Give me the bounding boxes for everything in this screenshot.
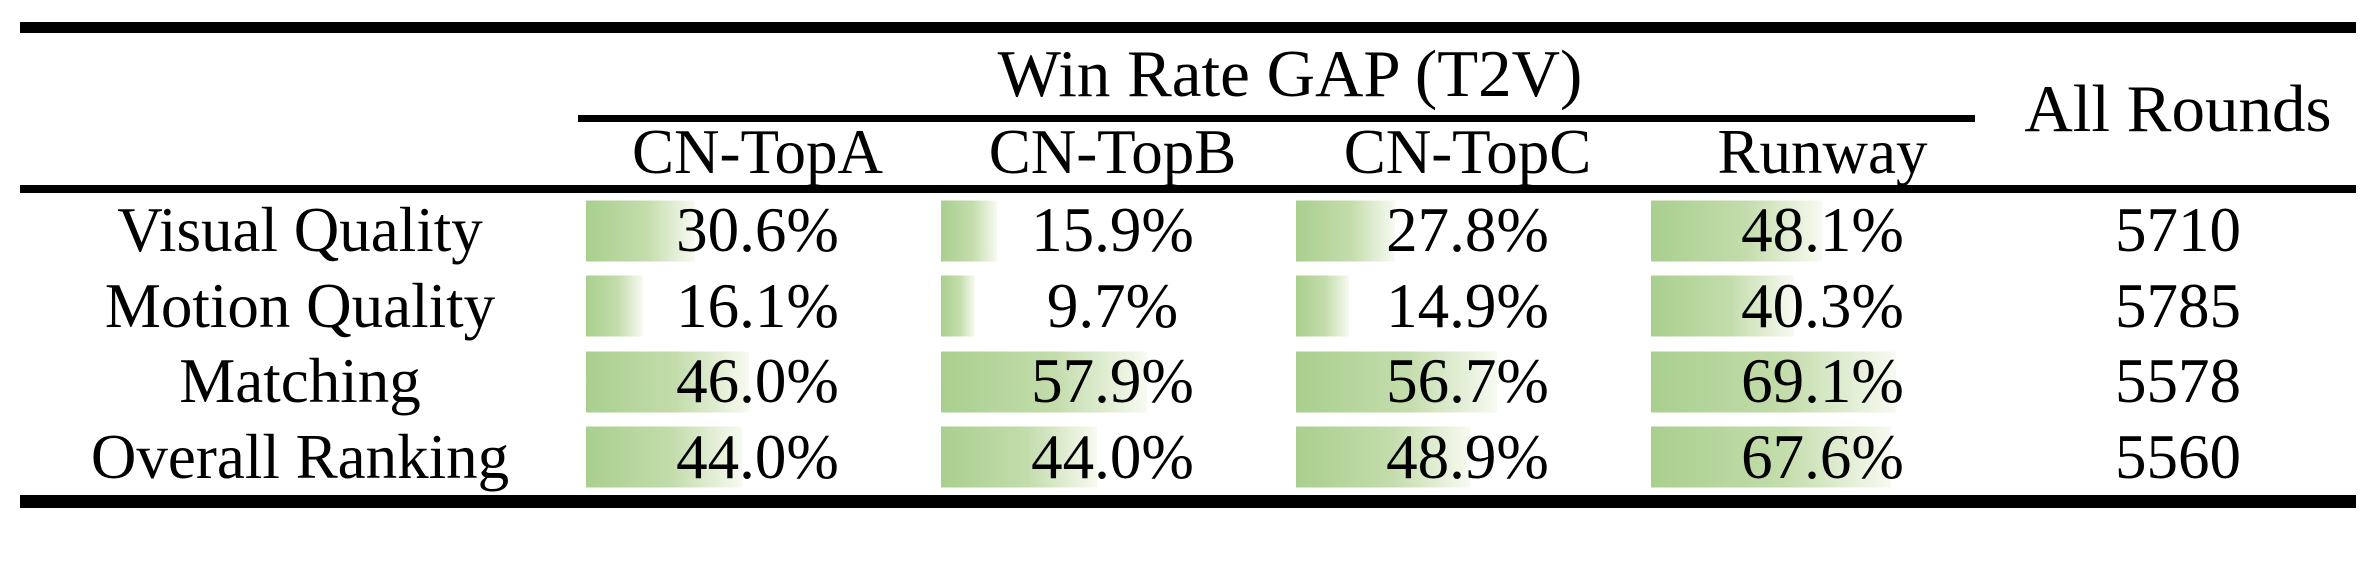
win-rate-bar <box>941 200 998 262</box>
win-rate-bar <box>1651 426 1891 488</box>
value-cell: 16.1% <box>580 269 935 345</box>
win-rate-value: 44.0% <box>1031 421 1194 492</box>
win-rate-bar <box>941 426 1098 488</box>
row-label: Motion Quality <box>104 270 496 341</box>
win-rate-value: 48.1% <box>1741 195 1904 266</box>
win-rate-bar <box>941 275 976 337</box>
win-rate-value: 15.9% <box>1031 195 1194 266</box>
value-cell: 56.7% <box>1290 344 1645 420</box>
win-rate-bar <box>586 426 743 488</box>
win-rate-value: 48.9% <box>1386 421 1549 492</box>
win-rate-value: 40.3% <box>1741 270 1904 341</box>
all-rounds-value: 5785 <box>2115 270 2241 341</box>
col-header-all-rounds: All Rounds <box>2024 71 2332 146</box>
row-label: Overall Ranking <box>90 421 510 492</box>
table-row-overall-ranking: Overall Ranking 44.0% 44.0% 48.9% 67.6% … <box>20 420 2356 496</box>
value-cell: 9.7% <box>935 269 1290 345</box>
value-cell: 40.3% <box>1645 269 2000 345</box>
row-label: Matching <box>179 346 421 417</box>
value-cell: 67.6% <box>1645 420 2000 496</box>
win-rate-bar <box>1296 351 1498 413</box>
col-header-cn-topb: CN-TopB <box>988 117 1237 187</box>
win-rate-bar <box>586 351 750 413</box>
win-rate-bar <box>586 200 695 262</box>
col-header-cn-topc: CN-TopC <box>1343 117 1592 187</box>
win-rate-bar <box>586 275 644 337</box>
win-rate-value: 57.9% <box>1031 346 1194 417</box>
value-cell: 14.9% <box>1290 269 1645 345</box>
header-bottom-rule <box>20 185 2356 193</box>
col-header-runway: Runway <box>1717 117 1928 187</box>
group-header-win-rate-gap: Win Rate GAP (T2V) <box>997 36 1583 111</box>
all-rounds-value: 5560 <box>2115 421 2241 492</box>
win-rate-value: 46.0% <box>676 346 839 417</box>
win-rate-value: 16.1% <box>676 270 839 341</box>
win-rate-value: 67.6% <box>1741 421 1904 492</box>
col-header-cn-topa: CN-TopA <box>631 117 884 187</box>
win-rate-bar <box>1296 426 1470 488</box>
value-cell: 44.0% <box>935 420 1290 496</box>
win-rate-value: 56.7% <box>1386 346 1549 417</box>
table-row-matching: Matching 46.0% 57.9% 56.7% 69.1% 5578 <box>20 344 2356 420</box>
all-rounds-value: 5578 <box>2115 346 2241 417</box>
win-rate-value: 30.6% <box>676 195 839 266</box>
win-rate-value: 9.7% <box>1046 270 1179 341</box>
win-rate-value: 27.8% <box>1386 195 1549 266</box>
win-rate-bar <box>1296 275 1349 337</box>
value-cell: 30.6% <box>580 193 935 269</box>
win-rate-bar <box>941 351 1147 413</box>
group-header-underline-rule <box>578 115 1975 122</box>
win-rate-value: 69.1% <box>1741 346 1904 417</box>
value-cell: 44.0% <box>580 420 935 496</box>
table-bottom-rule <box>20 495 2356 508</box>
value-cell: 48.1% <box>1645 193 2000 269</box>
value-cell: 46.0% <box>580 344 935 420</box>
win-rate-bar <box>1651 200 1822 262</box>
win-rate-value: 44.0% <box>676 421 839 492</box>
table-row-motion-quality: Motion Quality 16.1% 9.7% 14.9% 40.3% 57… <box>20 269 2356 345</box>
value-cell: 15.9% <box>935 193 1290 269</box>
value-cell: 48.9% <box>1290 420 1645 496</box>
win-rate-bar <box>1651 275 1795 337</box>
table-top-rule <box>20 22 2356 33</box>
all-rounds-value: 5710 <box>2115 195 2241 266</box>
value-cell: 57.9% <box>935 344 1290 420</box>
win-rate-bar <box>1296 200 1395 262</box>
value-cell: 69.1% <box>1645 344 2000 420</box>
win-rate-bar <box>1651 351 1897 413</box>
row-label: Visual Quality <box>117 195 483 266</box>
win-rate-value: 14.9% <box>1386 270 1549 341</box>
table-row-visual-quality: Visual Quality 30.6% 15.9% 27.8% 48.1% 5… <box>20 193 2356 269</box>
value-cell: 27.8% <box>1290 193 1645 269</box>
